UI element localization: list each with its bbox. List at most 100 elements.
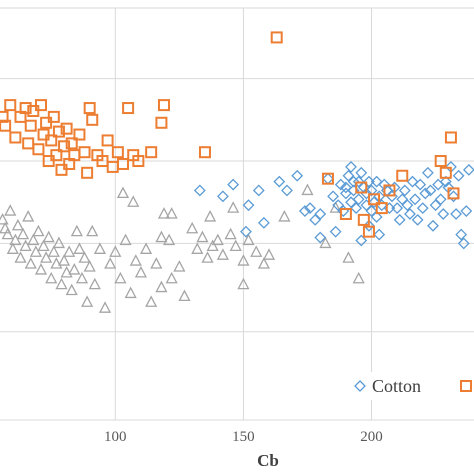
diamond-data-point (342, 169, 355, 182)
x-axis-title: Cb (257, 451, 279, 470)
square-data-point (9, 131, 22, 144)
diamond-data-point (429, 199, 442, 212)
triangle-data-point (42, 230, 55, 243)
square-data-point (47, 110, 60, 123)
square-data-point (81, 166, 94, 179)
triangle-data-point (257, 257, 270, 269)
legend-background (350, 372, 474, 400)
diamond-data-point (391, 202, 404, 215)
square-data-point (357, 213, 370, 226)
diamond-data-point (427, 219, 439, 232)
diamond-data-point (334, 178, 347, 191)
triangle-data-point (19, 239, 32, 252)
diamond-data-point (368, 196, 380, 209)
diamond-data-point (291, 169, 304, 182)
triangle-data-point (206, 239, 219, 252)
grid (0, 7, 474, 421)
diamond-data-point (352, 193, 365, 206)
diamond-data-point (252, 184, 265, 197)
diamond-data-point (419, 187, 432, 200)
triangle-data-point (6, 242, 19, 254)
triangle-data-point (124, 286, 137, 299)
triangle-data-point (83, 260, 96, 272)
square-data-point (447, 187, 460, 200)
triangle-data-point (81, 295, 94, 307)
square-data-point (198, 146, 211, 159)
diamond-data-point (398, 184, 411, 197)
triangle-data-point (224, 227, 237, 240)
square-data-point (375, 202, 388, 215)
square-data-point (24, 119, 37, 132)
triangle-data-point (237, 277, 250, 290)
diamond-data-point (339, 181, 352, 194)
square-data-point (50, 149, 63, 162)
diamond-data-point (281, 184, 293, 197)
triangle-data-point (1, 227, 14, 240)
diamond-data-point (242, 199, 255, 212)
triangle-data-point (14, 251, 27, 263)
square-data-point (132, 155, 145, 168)
diamond-data-point (352, 175, 365, 188)
legend-square-marker (460, 380, 472, 392)
triangle-data-point (163, 233, 176, 246)
triangle-data-point (319, 236, 332, 249)
square-data-point (0, 110, 9, 123)
triangle-data-point (32, 224, 45, 237)
square-data-point (116, 157, 129, 170)
triangle-data-point (55, 277, 68, 290)
data-points (0, 31, 474, 313)
square-data-point (78, 146, 91, 159)
diamond-data-point (460, 205, 473, 217)
triangle-data-point (88, 277, 101, 290)
diamond-data-point (450, 208, 462, 220)
triangle-data-point (262, 248, 276, 260)
diamond-data-point (309, 213, 322, 226)
x-tick-label: 200 (360, 429, 383, 445)
triangle-data-point (204, 210, 217, 222)
diamond-data-point (414, 178, 427, 191)
triangle-data-point (196, 230, 209, 243)
triangle-data-point (50, 257, 63, 269)
diamond-data-point (439, 175, 452, 188)
diamond-data-point (355, 166, 368, 179)
triangle-data-point (191, 242, 204, 254)
triangle-data-point (116, 186, 130, 199)
square-data-point (0, 119, 12, 132)
square-data-point (362, 225, 375, 238)
triangle-data-point (155, 230, 168, 243)
diamond-data-point (216, 190, 229, 203)
diamond-data-point (350, 202, 363, 215)
square-data-point (52, 125, 65, 138)
triangle-data-point (250, 245, 263, 257)
diamond-data-point (393, 213, 406, 226)
triangle-data-point (119, 233, 132, 246)
square-data-point (396, 169, 409, 182)
triangle-data-point (127, 195, 140, 207)
triangle-data-point (65, 283, 78, 296)
diamond-data-point (452, 169, 465, 182)
triangle-data-point (165, 271, 178, 284)
triangle-data-point (16, 227, 30, 240)
square-data-point (368, 193, 381, 206)
triangle-data-point (201, 251, 214, 263)
square-data-point (34, 99, 47, 112)
triangle-data-point (145, 295, 158, 307)
square-data-point (111, 146, 124, 159)
diamond-data-point (298, 205, 311, 217)
triangle-data-point (150, 257, 163, 269)
diamond-data-point (411, 213, 424, 226)
square-data-point (106, 160, 119, 173)
triangle-data-point (34, 263, 48, 275)
square-data-point (58, 140, 71, 153)
triangle-data-point (75, 271, 89, 284)
triangle-data-point (86, 224, 99, 237)
triangle-data-point (70, 224, 83, 237)
x-tick-label: 150 (232, 429, 255, 445)
triangle-data-point (93, 242, 107, 254)
diamond-data-point (355, 234, 368, 247)
legend-label: Cotton (372, 376, 421, 396)
square-data-point (145, 146, 158, 159)
diamond-data-point (304, 202, 316, 215)
square-data-point (434, 155, 447, 168)
